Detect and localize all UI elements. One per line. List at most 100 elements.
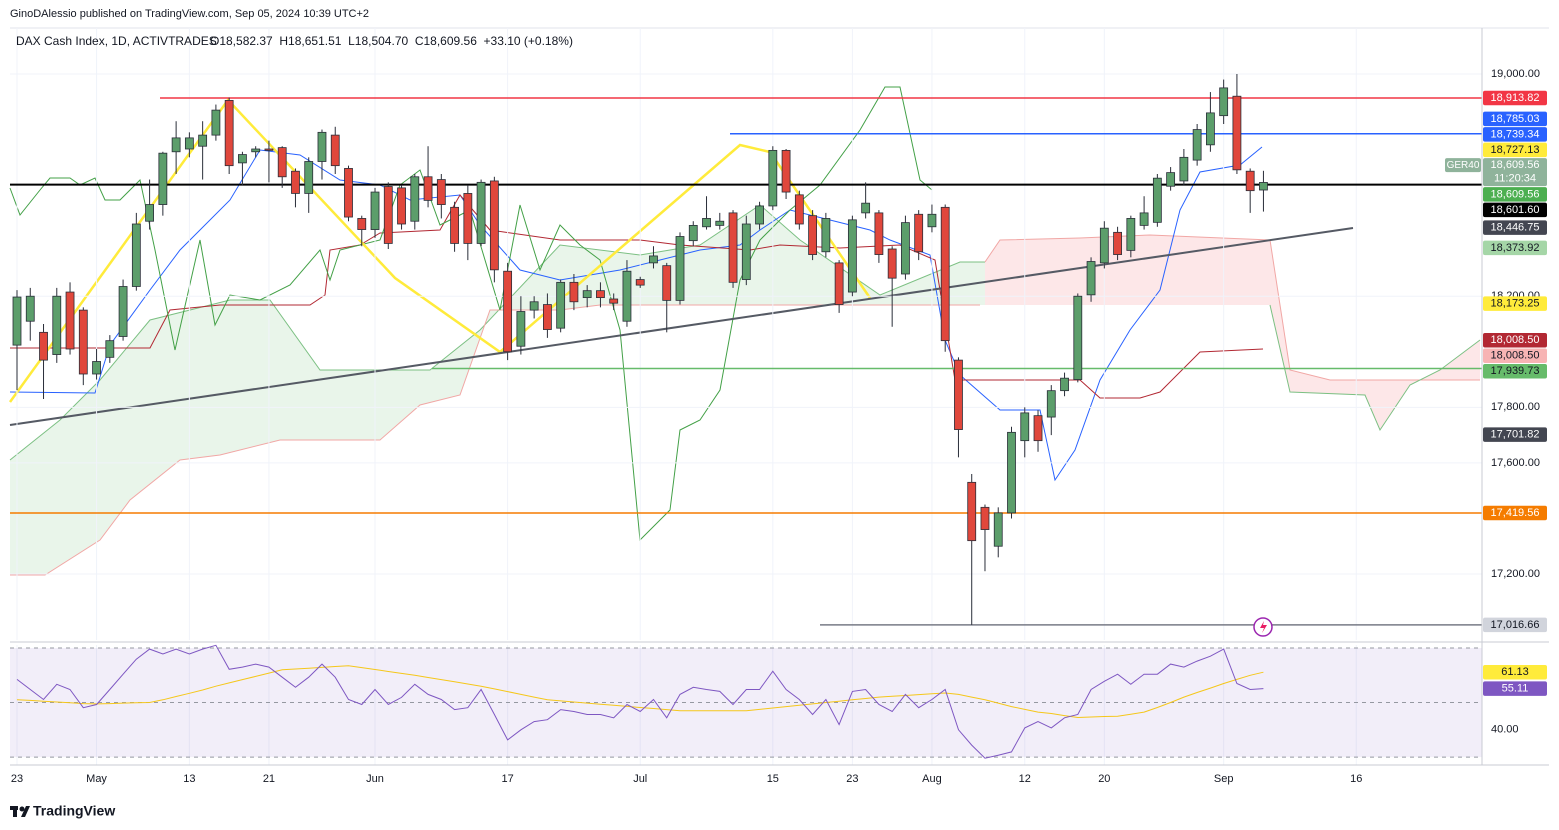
- candle-body: [410, 176, 420, 222]
- candle-body: [834, 262, 844, 305]
- price-label: 18,727.13: [1491, 144, 1540, 156]
- candle-body: [967, 481, 977, 542]
- x-tick-label: 15: [767, 773, 779, 785]
- price-label: 17,701.82: [1491, 429, 1540, 441]
- price-label-bg: [1483, 202, 1547, 218]
- cloud-span-a: [9, 204, 985, 461]
- price-label: 55.11: [1502, 683, 1529, 695]
- candle-body: [423, 176, 433, 201]
- candle-body: [251, 148, 261, 153]
- candle-body: [1126, 218, 1136, 251]
- x-tick-label: Aug: [922, 773, 942, 785]
- candle-body: [238, 154, 247, 164]
- candle-body: [861, 202, 871, 214]
- candle-body: [609, 298, 619, 304]
- candle-body: [781, 149, 791, 193]
- candle-body: [901, 222, 910, 275]
- candle-body: [25, 295, 35, 322]
- candle-body: [702, 218, 711, 228]
- plot: 23 May 13 21 Jun 17 Jul 15 23 Aug 12 20 Sep 16 40.00 19…: [10, 28, 1547, 785]
- candle-body: [993, 512, 1003, 547]
- candle-body: [12, 296, 22, 346]
- x-tick-label: 13: [183, 773, 195, 785]
- price-label-bg: [1483, 617, 1547, 633]
- price-label-bg: [1483, 505, 1547, 521]
- price-label-bg: [1483, 90, 1547, 106]
- candle-body: [330, 134, 340, 167]
- cloud-span-a-future: [1269, 304, 1481, 432]
- candle-body: [847, 219, 857, 293]
- price-label: 18,008.50: [1491, 350, 1540, 362]
- price-label-bg: [1483, 240, 1547, 256]
- candle-body: [277, 147, 287, 178]
- candle-body: [1259, 182, 1268, 191]
- y-tick-label: 17,200.00: [1491, 568, 1540, 580]
- candle-body: [184, 137, 194, 150]
- candle-body: [383, 186, 393, 244]
- price-label-bg: [1483, 127, 1547, 142]
- candle-body: [874, 212, 884, 255]
- candle-body: [65, 291, 75, 350]
- candle-body: [582, 290, 592, 299]
- candle-body: [198, 134, 208, 147]
- candle-body: [529, 301, 539, 311]
- candle-body: [171, 137, 181, 153]
- candle-body: [476, 181, 486, 244]
- candle-body: [543, 304, 552, 330]
- candle-body: [794, 194, 804, 225]
- candle-body: [78, 309, 88, 375]
- candle-body: [357, 218, 367, 230]
- candle-body: [927, 213, 937, 228]
- candle-body: [317, 131, 327, 162]
- price-label: 18,373.92: [1491, 242, 1540, 254]
- rsi-tick-label: 40.00: [1491, 724, 1519, 736]
- candle-body: [569, 281, 579, 303]
- event-bolt: [1260, 621, 1267, 633]
- brand: TradingView: [33, 803, 115, 819]
- price-label-bg: [1483, 296, 1547, 311]
- cloud-bullish: [10, 205, 985, 575]
- candle-body: [1073, 295, 1083, 380]
- candle-body: [92, 361, 101, 375]
- candle-body: [1179, 156, 1189, 182]
- candle-body: [489, 180, 499, 271]
- symbol-tag-bg: [1445, 158, 1481, 173]
- candle-body: [688, 224, 698, 242]
- candle-body: [158, 152, 168, 205]
- candle-body: [1086, 261, 1096, 296]
- candle-body: [887, 248, 897, 279]
- x-tick-label: 20: [1098, 773, 1110, 785]
- price-label: 18,601.60: [1491, 204, 1540, 216]
- candle-body: [397, 187, 406, 225]
- candle-body: [1192, 129, 1202, 161]
- symbol-tag: GER40: [1447, 160, 1480, 171]
- price-label: 18,913.82: [1491, 92, 1540, 104]
- legend-ohlc: O18,582.37 H18,651.51 L18,504.70 C18,609…: [210, 34, 573, 48]
- candle-body: [1245, 170, 1255, 192]
- price-label: 18,739.34: [1491, 128, 1540, 140]
- y-tick-label: 17,800.00: [1491, 401, 1540, 413]
- x-tick-label: Sep: [1214, 773, 1234, 785]
- price-label: 17,016.66: [1491, 619, 1540, 631]
- candle-body: [662, 265, 672, 301]
- candle-body: [768, 149, 778, 207]
- candle-body: [1152, 177, 1162, 223]
- candle-body: [635, 279, 645, 286]
- price-label: 18,446.75: [1491, 222, 1540, 234]
- candle-body: [131, 223, 141, 287]
- price-label-bg: [1483, 333, 1547, 348]
- candle-body: [1232, 95, 1242, 171]
- price-label: 18,609.56: [1491, 188, 1540, 200]
- candle-body: [304, 161, 314, 194]
- candle-body: [463, 193, 473, 244]
- candle-body: [715, 220, 725, 226]
- rsi-line: [16, 644, 1264, 759]
- candle-body: [516, 311, 526, 347]
- price-label: 18,609.56: [1491, 159, 1540, 171]
- candle-body: [370, 191, 380, 230]
- candle-body: [1007, 431, 1016, 514]
- candle-body: [1219, 87, 1229, 117]
- price-label: 17,419.56: [1491, 507, 1540, 519]
- candle-body: [596, 290, 605, 299]
